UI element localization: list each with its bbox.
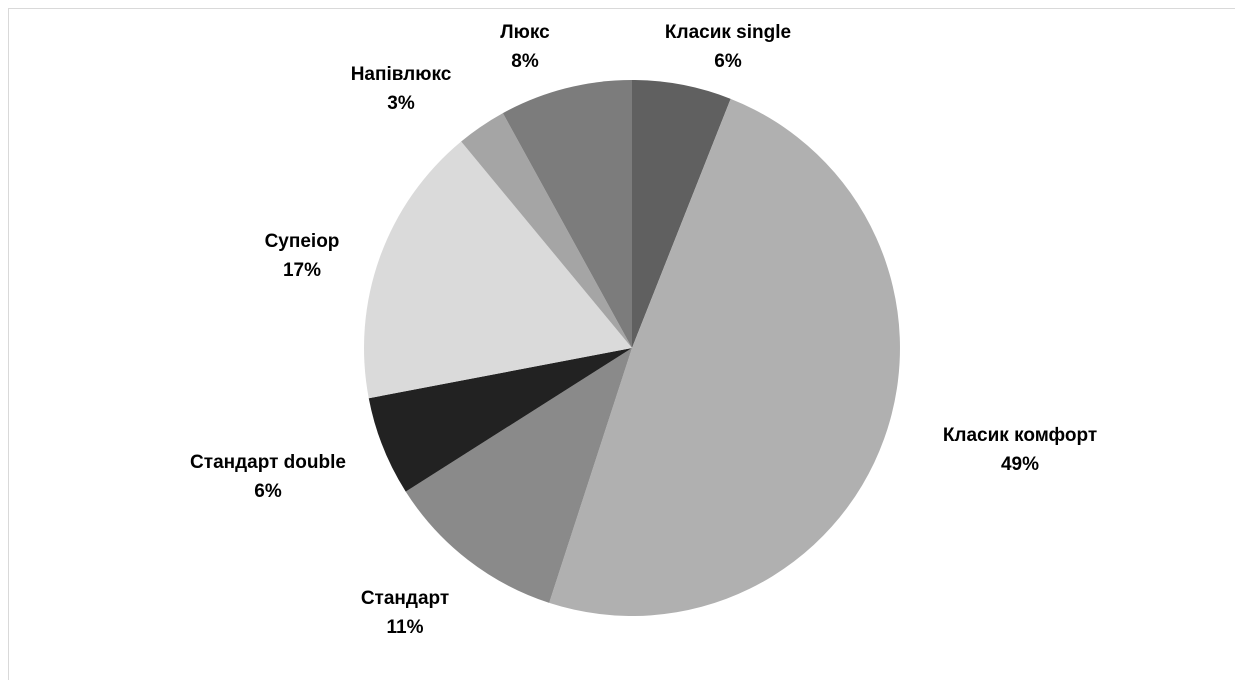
data-label: Стандарт 11%	[361, 584, 449, 642]
slice-percent: 3%	[387, 93, 415, 114]
data-label: Класик комфорт 49%	[943, 421, 1097, 479]
slice-percent: 17%	[282, 260, 322, 281]
pie-slice	[368, 348, 632, 492]
pie-slice	[632, 80, 731, 348]
pie-slice	[405, 348, 632, 603]
pie-slice	[549, 98, 900, 616]
slice-percent: 11%	[386, 617, 424, 638]
slice-name: Стандарт double	[190, 452, 346, 473]
pie-slice	[502, 80, 632, 348]
chart-frame	[8, 8, 1235, 680]
data-label: Класик single 6%	[665, 18, 791, 76]
slice-name: Стандарт	[360, 588, 450, 609]
data-label: Люкс 8%	[500, 18, 549, 76]
slice-name: Класик комфорт	[942, 425, 1098, 446]
data-label: Супеіор 17%	[265, 227, 340, 285]
pie-slice	[461, 113, 632, 349]
pie-slice	[364, 141, 632, 399]
data-label: Стандарт double 6%	[190, 448, 346, 506]
slice-name: Класик single	[664, 22, 792, 43]
slice-percent: 6%	[254, 481, 282, 502]
slice-name: Люкс	[500, 22, 550, 43]
slice-percent: 49%	[1000, 454, 1040, 475]
slice-name: Напівлюкс	[350, 64, 452, 85]
slice-percent: 6%	[714, 51, 742, 72]
slice-name: Супеіор	[264, 231, 340, 252]
data-label: Напівлюкс 3%	[351, 60, 452, 118]
slice-percent: 8%	[511, 51, 539, 72]
